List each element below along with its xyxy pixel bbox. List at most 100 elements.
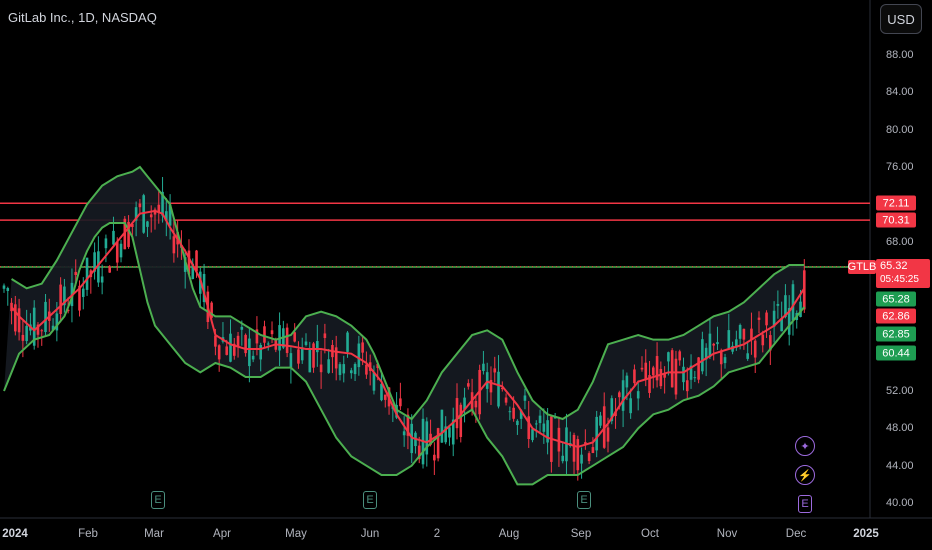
candle-body bbox=[14, 304, 17, 332]
candle-body bbox=[516, 420, 519, 426]
candle-body bbox=[482, 363, 485, 371]
price-tag: 72.11 bbox=[876, 195, 916, 211]
candle-body bbox=[697, 357, 700, 380]
candle-body bbox=[712, 343, 715, 346]
candle-body bbox=[735, 339, 738, 348]
candle-body bbox=[85, 257, 89, 290]
price-tag: 62.85 bbox=[876, 326, 916, 342]
price-tag: 70.31 bbox=[876, 212, 916, 228]
candle-body bbox=[232, 343, 236, 356]
candle-body bbox=[353, 364, 357, 375]
candle-body bbox=[104, 238, 108, 249]
candle-body bbox=[32, 307, 36, 346]
candle-body bbox=[285, 327, 289, 353]
price-tick: 80.00 bbox=[886, 123, 914, 136]
candle-body bbox=[757, 317, 761, 320]
time-tick: Jun bbox=[360, 528, 380, 540]
currency-button[interactable]: USD bbox=[880, 4, 922, 34]
earnings-marker[interactable]: E bbox=[577, 491, 591, 509]
candle-body bbox=[112, 230, 115, 245]
candle-body bbox=[440, 409, 444, 443]
candle-body bbox=[399, 398, 402, 407]
candle-body bbox=[402, 431, 406, 436]
candle-body bbox=[448, 427, 451, 438]
earnings-marker[interactable]: E bbox=[151, 491, 165, 509]
candle-body bbox=[225, 346, 229, 355]
candle-body bbox=[97, 251, 100, 283]
candle-body bbox=[316, 341, 319, 353]
candle-body bbox=[629, 398, 632, 414]
candle-body bbox=[380, 383, 383, 401]
candle-body bbox=[134, 207, 138, 221]
bollinger-lower bbox=[3, 222, 806, 486]
candle-body bbox=[383, 394, 387, 400]
candle-body bbox=[489, 379, 493, 393]
candle-body bbox=[504, 397, 508, 403]
candle-body bbox=[172, 236, 176, 254]
price-tick: 88.00 bbox=[886, 49, 914, 61]
time-tick: May bbox=[285, 528, 307, 540]
candle-body bbox=[119, 243, 123, 258]
candle-body bbox=[493, 368, 497, 373]
candle-body bbox=[44, 301, 47, 333]
candle-body bbox=[746, 353, 749, 359]
candle-body bbox=[153, 209, 157, 215]
candle-body bbox=[248, 338, 251, 367]
candle-body bbox=[338, 364, 342, 375]
candle-body bbox=[183, 257, 187, 272]
candle-body bbox=[769, 335, 772, 351]
candle-body bbox=[580, 454, 583, 464]
candle-body bbox=[214, 335, 217, 347]
candle-body bbox=[610, 398, 614, 422]
candle-body bbox=[293, 332, 296, 342]
candle-body bbox=[115, 241, 119, 263]
time-tick: Oct bbox=[641, 528, 659, 540]
candle-body bbox=[361, 342, 364, 353]
candle-body bbox=[459, 404, 463, 437]
earnings-marker-upcoming[interactable]: E bbox=[798, 495, 812, 513]
candle-body bbox=[255, 329, 259, 344]
bolt-icon[interactable]: ⚡ bbox=[795, 465, 815, 485]
candle-body bbox=[655, 356, 659, 381]
earnings-marker[interactable]: E bbox=[363, 491, 377, 509]
last-price: 65.32 bbox=[880, 260, 908, 272]
candle-body bbox=[40, 330, 44, 332]
price-tag: 60.44 bbox=[876, 345, 916, 361]
candle-body bbox=[131, 224, 134, 227]
candle-body bbox=[138, 203, 142, 208]
candle-body bbox=[123, 218, 127, 250]
candle-body bbox=[455, 398, 459, 429]
price-tag: 62.86 bbox=[876, 308, 916, 324]
candle-body bbox=[365, 364, 368, 375]
price-tick: 40.00 bbox=[886, 497, 914, 509]
candle-body bbox=[312, 343, 315, 368]
price-tick: 84.00 bbox=[886, 86, 914, 99]
candle-body bbox=[723, 357, 727, 364]
candle-body bbox=[644, 362, 648, 380]
candle-body bbox=[716, 342, 719, 345]
candle-body bbox=[572, 434, 576, 462]
candle-body bbox=[542, 423, 546, 432]
candle-body bbox=[217, 345, 221, 360]
candle-body bbox=[210, 302, 213, 318]
candle-body bbox=[595, 416, 598, 451]
candle-body bbox=[100, 276, 104, 283]
candle-body bbox=[787, 308, 791, 335]
candle-body bbox=[618, 392, 621, 398]
candle-body bbox=[342, 364, 346, 374]
time-tick: Sep bbox=[570, 528, 592, 540]
compass-icon[interactable]: ✦ bbox=[795, 436, 815, 456]
candle-body bbox=[165, 211, 168, 221]
candle-body bbox=[727, 330, 731, 349]
candle-body bbox=[59, 284, 62, 315]
candle-body bbox=[689, 365, 693, 380]
candle-body bbox=[425, 421, 429, 455]
candle-body bbox=[346, 332, 349, 352]
candle-body bbox=[704, 347, 708, 360]
candle-body bbox=[55, 313, 59, 331]
candle-body bbox=[10, 302, 13, 312]
candle-body bbox=[557, 427, 561, 452]
candle-body bbox=[508, 411, 512, 413]
price-tick: 52.00 bbox=[886, 385, 914, 397]
